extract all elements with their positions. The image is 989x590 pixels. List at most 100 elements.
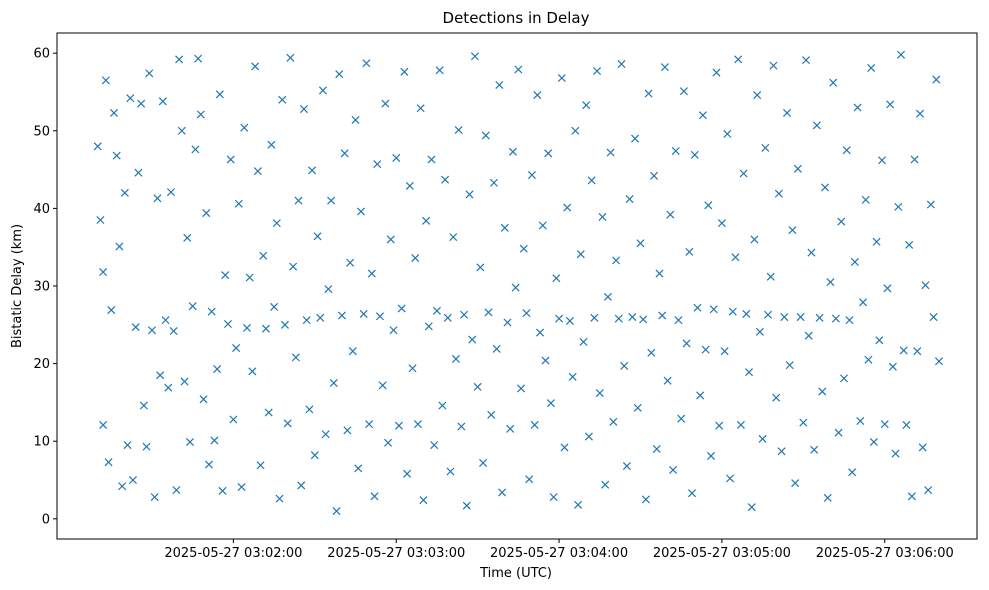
data-point [674,316,683,325]
data-point [280,320,289,329]
data-point [283,419,292,428]
data-point [533,91,542,100]
data-point [240,123,249,132]
data-point [845,316,854,325]
data-point [161,316,170,325]
data-point [438,401,447,410]
data-point [698,111,707,120]
data-point [818,387,827,396]
data-point [408,364,417,373]
data-point [291,353,300,362]
data-point [500,223,509,232]
data-point [717,219,726,228]
data-point [511,283,520,292]
data-point [484,308,493,317]
data-point [774,189,783,198]
data-point [242,323,251,332]
data-point [362,59,371,68]
data-point [867,63,876,72]
data-point [736,420,745,429]
data-point [785,361,794,370]
points-layer [93,50,944,516]
data-point [473,382,482,391]
data-point [745,368,754,377]
data-point [783,108,792,117]
data-point [223,320,232,329]
data-point [747,503,756,512]
y-tick-label: 30 [33,280,50,295]
data-point [837,217,846,226]
data-point [641,495,650,504]
data-point [234,199,243,208]
data-point [196,110,205,119]
data-point [324,285,333,294]
data-point [128,475,138,485]
data-point [934,357,944,366]
data-point [924,486,933,495]
data-point [329,378,338,388]
data-point [663,376,672,385]
data-point [671,146,680,155]
data-point [576,250,585,259]
data-point [449,233,458,242]
x-tick-label: 2025-05-27 03:06:00 [816,546,954,561]
data-point [156,371,165,380]
data-point [370,492,379,501]
data-point [864,355,873,364]
data-point [820,183,830,192]
data-point [416,104,425,113]
data-point [612,256,621,265]
data-point [476,263,485,272]
data-point [793,164,802,173]
data-point [932,75,941,84]
data-point [256,461,265,470]
data-point [712,68,721,77]
data-point [823,493,832,502]
y-tick-label: 0 [42,512,50,527]
data-point [601,480,610,489]
data-point [432,306,441,315]
data-point [419,496,428,505]
data-point [118,482,127,491]
data-point [650,171,659,180]
data-point [492,344,501,353]
data-point [522,309,531,318]
data-point [709,305,718,314]
data-point [424,322,433,331]
data-point [574,500,583,509]
data-point [397,304,406,313]
data-point [552,274,561,283]
data-point [571,126,580,135]
data-point [191,145,200,154]
data-point [842,146,851,155]
data-point [563,203,572,212]
data-point [899,346,908,355]
data-point [237,482,246,492]
data-point [166,188,176,197]
data-point [514,65,523,74]
data-point [147,326,157,335]
data-point [123,441,132,450]
y-tick-label: 20 [33,357,50,372]
data-point [272,219,281,228]
data-point [112,151,121,160]
data-point [411,254,420,263]
data-point [918,443,927,452]
data-point [335,70,344,79]
data-point [753,91,762,100]
data-point [685,247,694,256]
x-axis-ticks: 2025-05-27 03:02:00 2025-05-27 03:03:00 20… [164,539,954,561]
data-point [858,298,868,307]
data-point [872,237,881,246]
data-point [913,347,922,356]
data-point [215,90,224,99]
data-point [856,417,865,426]
data-point [145,69,154,78]
data-point [503,318,512,327]
data-point [831,314,840,323]
data-point [375,312,384,321]
data-point [799,418,808,427]
data-point [354,464,363,473]
data-point [131,323,140,332]
